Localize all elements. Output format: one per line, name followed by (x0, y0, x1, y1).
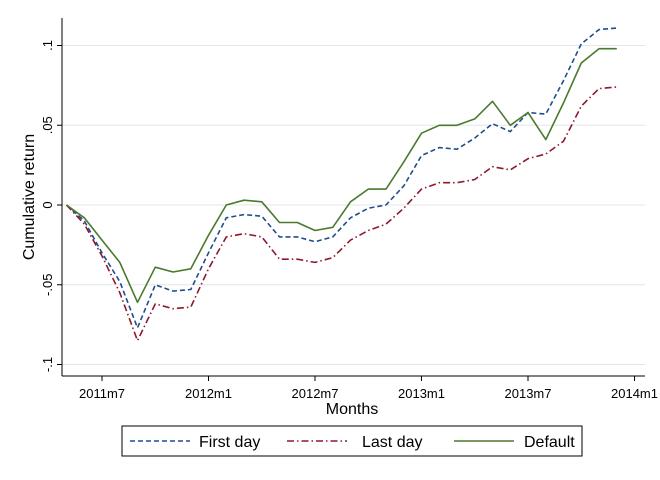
y-ticks: -.1 -.05 0 .05 .1 (40, 40, 62, 372)
x-ticks: 2011m7 2012m1 2012m7 2013m1 2013m7 2014m1 (79, 376, 658, 401)
y-axis-title: Cumulative return (21, 134, 38, 260)
x-tick-label: 2012m7 (292, 386, 339, 401)
x-tick-label: 2012m1 (185, 386, 232, 401)
x-tick-label: 2013m7 (505, 386, 552, 401)
y-tick-label: .05 (40, 116, 55, 134)
series-line-default (66, 47, 617, 304)
gridlines (62, 45, 645, 365)
y-tick-label: -.1 (40, 357, 55, 372)
legend-label: Last day (362, 434, 422, 451)
series-lines (65, 27, 617, 342)
legend: First day Last day Default (121, 425, 583, 457)
legend-label: First day (199, 434, 260, 451)
y-tick-label: .1 (40, 40, 55, 51)
x-axis-title: Months (326, 401, 378, 418)
legend-label: Default (524, 434, 575, 451)
series-line-last-day (65, 86, 617, 342)
x-tick-label: 2011m7 (79, 386, 125, 401)
series-line-first-day (65, 27, 617, 329)
y-tick-label: 0 (40, 201, 55, 208)
axes (61, 18, 645, 377)
x-tick-label: 2014m1 (611, 386, 658, 401)
y-tick-label: -.05 (40, 274, 55, 296)
x-tick-label: 2013m1 (398, 386, 445, 401)
